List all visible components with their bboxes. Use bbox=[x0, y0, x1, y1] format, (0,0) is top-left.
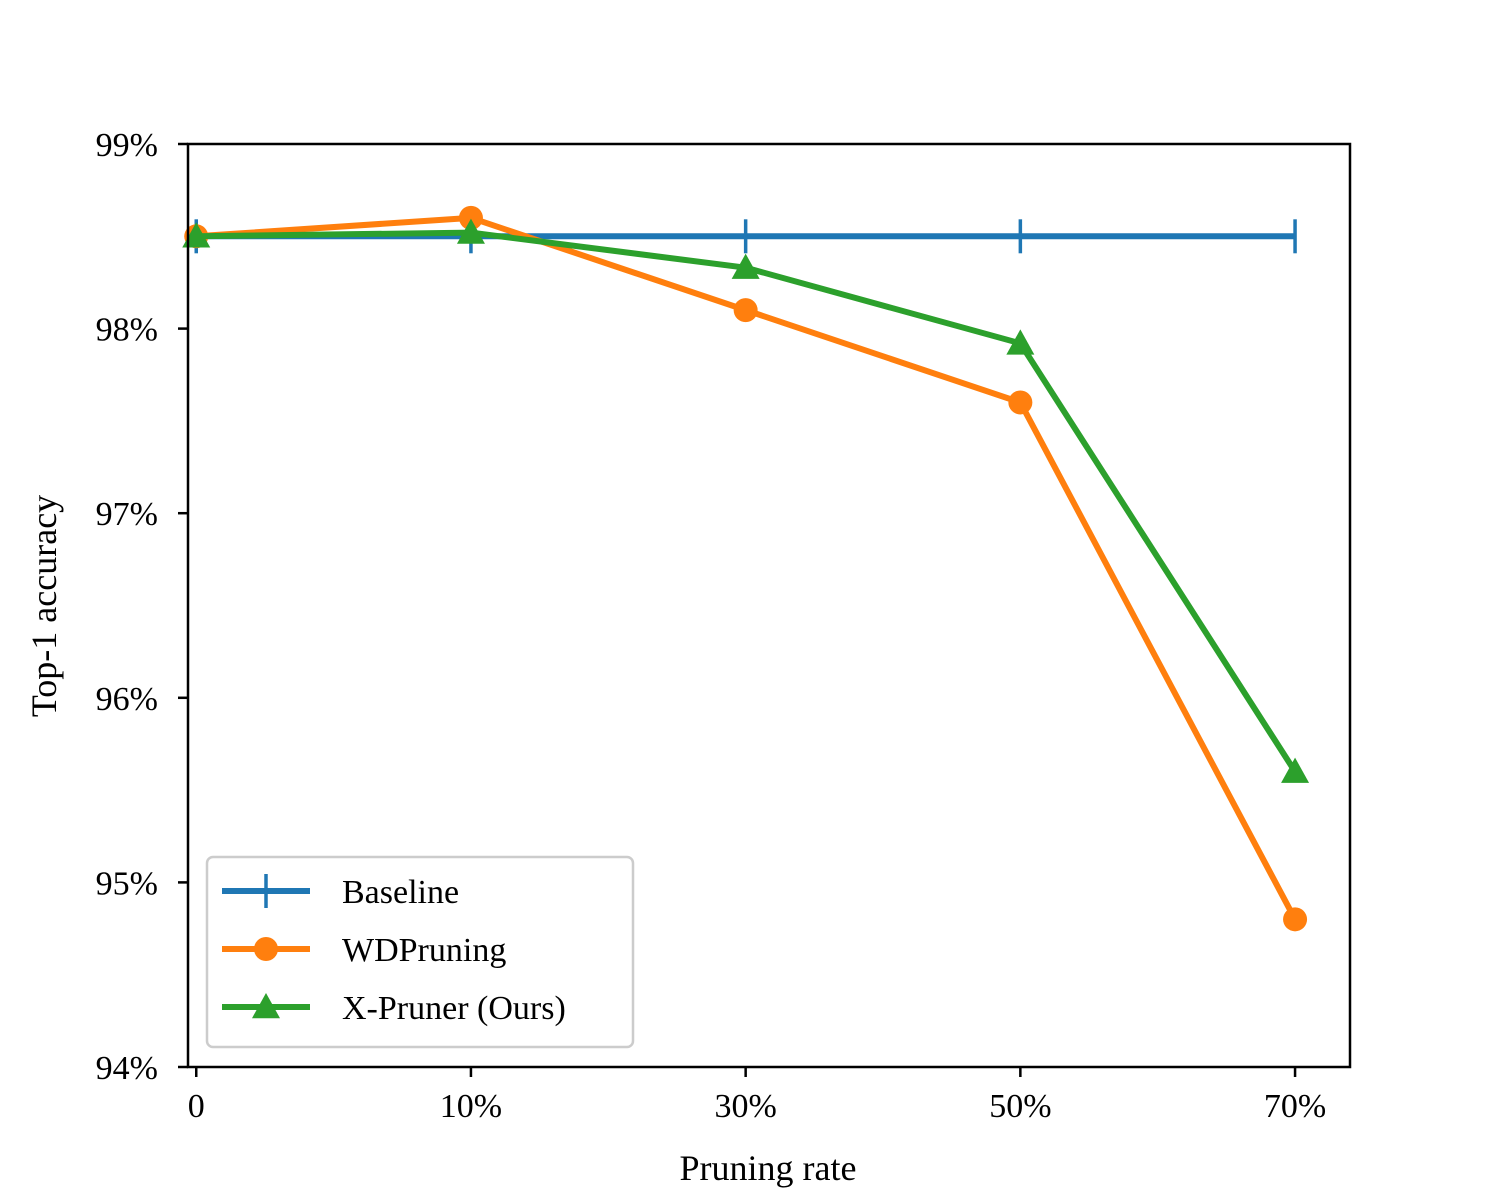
legend: Baseline WDPruning X-Pruner (Ours) bbox=[205, 855, 635, 1049]
y-tick-label: 95% bbox=[96, 865, 158, 902]
series-layer bbox=[182, 205, 1310, 932]
legend-entry: X-Pruner (Ours) bbox=[222, 990, 566, 1027]
x-axis-label: Pruning rate bbox=[680, 1148, 857, 1188]
data-point bbox=[458, 205, 483, 230]
y-tick-label: 96% bbox=[96, 681, 158, 718]
data-point bbox=[1008, 390, 1033, 415]
x-tick-label: 30% bbox=[714, 1088, 776, 1125]
legend-marker bbox=[254, 937, 278, 961]
x-tick-label: 50% bbox=[989, 1088, 1051, 1125]
y-tick-label: 98% bbox=[96, 312, 158, 349]
x-tick-label: 10% bbox=[440, 1088, 502, 1125]
y-tick-label: 99% bbox=[96, 127, 158, 164]
x-tick-label: 70% bbox=[1264, 1088, 1326, 1125]
data-point bbox=[1283, 907, 1308, 932]
y-axis-label: Top-1 accuracy bbox=[24, 495, 64, 717]
axes-layer: 0 10% 30% 50% 70% 94% 95% 96% 97% 98% 99% bbox=[96, 127, 1352, 1125]
data-point bbox=[733, 298, 758, 323]
plot-frame bbox=[186, 142, 1352, 1069]
x-tick-label: 0 bbox=[188, 1088, 205, 1125]
data-point bbox=[456, 218, 485, 244]
legend-label: X-Pruner (Ours) bbox=[342, 990, 566, 1027]
legend-entry: Baseline bbox=[222, 874, 459, 911]
legend-label: Baseline bbox=[342, 874, 459, 911]
y-tick-label: 97% bbox=[96, 496, 158, 533]
legend-box bbox=[205, 855, 635, 1049]
y-tick-label: 94% bbox=[96, 1050, 158, 1087]
data-point bbox=[731, 253, 760, 279]
legend-marker bbox=[252, 993, 280, 1019]
data-point bbox=[1006, 329, 1035, 355]
legend-entry: WDPruning bbox=[222, 932, 506, 969]
legend-label: WDPruning bbox=[342, 932, 506, 969]
data-point bbox=[1281, 757, 1310, 783]
series-x-pruner-ours bbox=[182, 218, 1310, 783]
